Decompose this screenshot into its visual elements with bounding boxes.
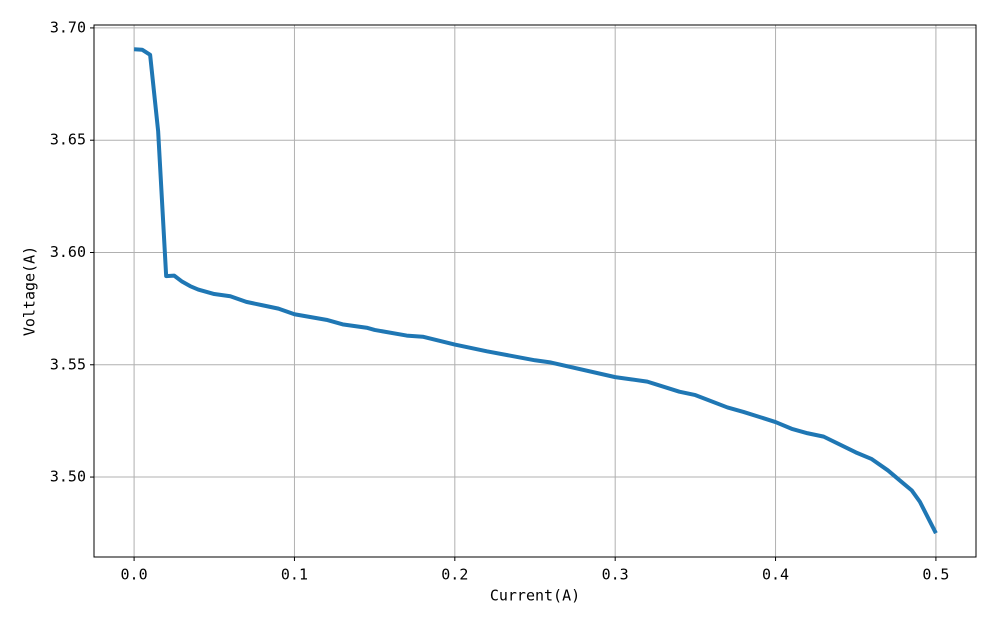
y-tick-label: 3.60 <box>50 243 86 261</box>
x-tick-label: 0.3 <box>602 566 629 584</box>
x-tick-label: 0.2 <box>441 566 468 584</box>
x-tick-label: 0.0 <box>121 566 148 584</box>
x-axis-label: Current(A) <box>490 587 580 605</box>
plot-frame <box>93 24 977 558</box>
data-line <box>133 47 938 535</box>
y-axis-label: Voltage(A) <box>21 246 39 336</box>
y-tick-label: 3.70 <box>50 18 86 36</box>
x-tick-label: 0.4 <box>762 566 789 584</box>
x-tick-label: 0.1 <box>281 566 308 584</box>
y-tick-label: 3.65 <box>50 131 86 149</box>
y-tick-label: 3.55 <box>50 355 86 373</box>
x-tick-label: 0.5 <box>922 566 949 584</box>
y-tick-label: 3.50 <box>50 468 86 486</box>
